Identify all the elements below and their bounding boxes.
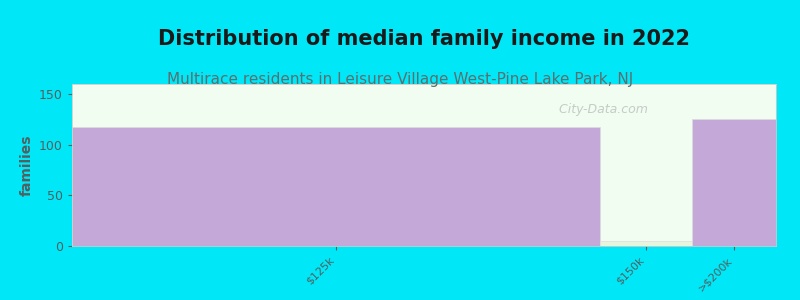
Title: Distribution of median family income in 2022: Distribution of median family income in …	[158, 29, 690, 49]
Text: City-Data.com: City-Data.com	[550, 103, 647, 116]
Bar	[600, 241, 691, 246]
Bar	[691, 119, 776, 246]
Bar	[72, 127, 600, 246]
Text: Multirace residents in Leisure Village West-Pine Lake Park, NJ: Multirace residents in Leisure Village W…	[167, 72, 633, 87]
Y-axis label: families: families	[19, 134, 34, 196]
